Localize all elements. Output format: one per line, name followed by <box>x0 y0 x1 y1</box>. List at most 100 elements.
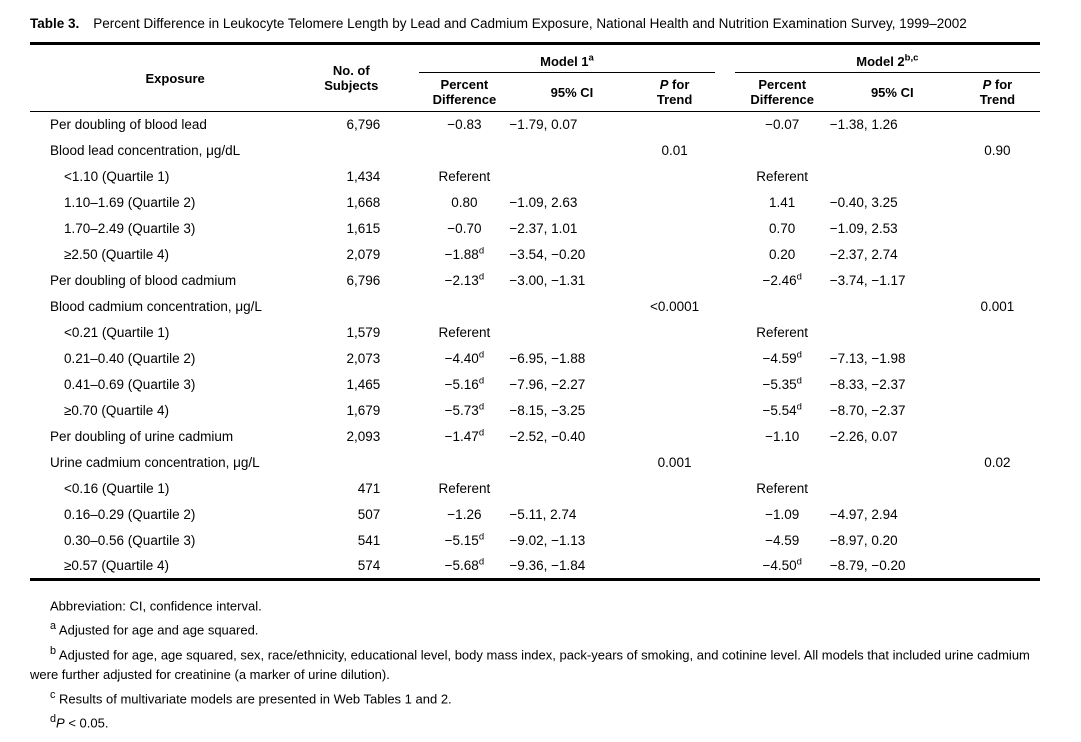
footnote-text: Adjusted for age and age squared. <box>56 622 259 638</box>
m2-p-trend-cell <box>955 242 1040 268</box>
m2-percent-value: Referent <box>756 169 809 184</box>
subjects-cell: 2,073 <box>346 351 381 366</box>
exposure-cell: <0.16 (Quartile 1) <box>64 481 170 496</box>
footnote: a Adjusted for age and age squared. <box>30 616 1050 640</box>
m1-significance-sup: d <box>478 427 485 439</box>
m2-percent-value: 0.20 <box>769 247 796 262</box>
m1-percent-cell: −5.68d <box>419 554 509 580</box>
subjects-cell <box>320 294 382 320</box>
exposure-cell: Blood lead concentration, μg/dL <box>50 143 241 158</box>
subjects-cell: 574 <box>357 558 381 574</box>
table-row: Per doubling of blood lead 6,796 −0.83 −… <box>30 112 1040 138</box>
m2-percent-value: Referent <box>756 481 809 496</box>
subjects-cell: 1,679 <box>346 403 381 418</box>
m1-percent-value: Referent <box>438 169 491 184</box>
m1-ci-cell: −3.54, −0.20 <box>509 247 586 262</box>
m1-ci-cell: −5.11, 2.74 <box>509 507 577 522</box>
m2-percent-value: −1.10 <box>765 429 800 444</box>
m2-ci-cell: −3.74, −1.17 <box>829 273 906 288</box>
m1-ci-cell <box>509 320 634 346</box>
header-subjects: No. of Subjects <box>320 43 383 112</box>
m2-ci-cell: −2.37, 2.74 <box>829 247 898 262</box>
m2-ci-cell: −1.38, 1.26 <box>829 117 898 133</box>
m2-p-trend-cell <box>955 112 1040 138</box>
subjects-cell: 1,465 <box>346 377 381 392</box>
m1-p-trend-cell <box>635 372 715 398</box>
m1-p-trend-cell <box>635 268 715 294</box>
m2-p-trend-cell <box>955 346 1040 372</box>
m2-p-trend-cell <box>955 398 1040 424</box>
table-title: Table 3. Percent Difference in Leukocyte … <box>30 12 1042 35</box>
m1-ci-cell: −2.37, 1.01 <box>509 221 578 236</box>
exposure-cell: 1.70–2.49 (Quartile 3) <box>64 221 196 236</box>
header-model1-label: Model 1 <box>540 54 589 69</box>
header-row-groups: Exposure No. of Subjects Model 1a Model … <box>30 43 1040 112</box>
m1-percent-cell: −0.83 <box>419 112 509 138</box>
m2-p-trend-cell <box>955 554 1040 580</box>
spacer-cell <box>382 554 419 580</box>
m2-p-trend-cell: 0.90 <box>984 143 1011 158</box>
m2-ci-cell: −8.79, −0.20 <box>829 558 906 574</box>
footnote: dP < 0.05. <box>30 709 1050 733</box>
exposure-cell: Per doubling of blood lead <box>50 117 207 133</box>
spacer-cell <box>382 398 419 424</box>
m1-percent-cell: −0.70 <box>419 216 509 242</box>
m1-ci-cell: −6.95, −1.88 <box>509 351 586 366</box>
m1-percent-value: −5.73 <box>444 403 479 418</box>
table-row: 0.30–0.56 (Quartile 3) 541 −5.15d −9.02,… <box>30 528 1040 554</box>
spacer-cell <box>715 320 735 346</box>
m1-p-trend-cell <box>635 320 715 346</box>
footnote-marker: a <box>50 620 57 633</box>
footnote-marker: b <box>50 644 57 657</box>
m1-significance-sup: d <box>478 245 485 257</box>
header-m1-ci: 95% CI <box>509 72 635 112</box>
spacer-cell <box>715 554 735 580</box>
m2-significance-sup: d <box>796 556 802 568</box>
m2-percent-cell: −1.09 <box>735 502 830 528</box>
exposure-cell: ≥2.50 (Quartile 4) <box>64 247 169 262</box>
m2-percent-cell: Referent <box>735 476 830 502</box>
spacer-cell <box>382 112 419 138</box>
m2-ci-cell <box>830 164 955 190</box>
footnote-text: Adjusted for age, age squared, sex, race… <box>30 646 1030 682</box>
m1-percent-cell: −1.88d <box>419 242 509 268</box>
data-table: Exposure No. of Subjects Model 1a Model … <box>30 42 1040 581</box>
table-header: Exposure No. of Subjects Model 1a Model … <box>30 43 1040 112</box>
spacer-cell <box>715 502 735 528</box>
m1-p-trend-cell: 0.001 <box>657 455 692 470</box>
m2-significance-sup: d <box>796 271 802 283</box>
m2-percent-cell: 0.70 <box>735 216 830 242</box>
m1-percent-value: −1.47 <box>444 429 479 444</box>
footnote-marker: c <box>50 688 56 701</box>
m2-percent-value: −0.07 <box>765 117 800 133</box>
spacer-cell <box>382 320 419 346</box>
header-m2-ci: 95% CI <box>829 72 955 112</box>
m1-ci-cell: −7.96, −2.27 <box>509 377 586 392</box>
spacer-cell <box>715 268 735 294</box>
exposure-cell: 0.16–0.29 (Quartile 2) <box>64 507 196 522</box>
m1-percent-value: Referent <box>438 481 491 496</box>
m2-ci-cell: −0.40, 3.25 <box>829 195 898 210</box>
m2-p-trend-cell <box>955 320 1040 346</box>
spacer-cell <box>382 242 419 268</box>
spacer-cell <box>715 476 735 502</box>
table-row: Per doubling of urine cadmium 2,093 −1.4… <box>30 424 1040 450</box>
subjects-cell: 1,668 <box>346 195 381 210</box>
header-m2-percent-difference: Percent Difference <box>734 72 830 112</box>
m2-ci-cell <box>830 138 955 164</box>
footnote-body: Adjusted for age and age squared. <box>56 622 259 638</box>
m1-percent-value: −5.15 <box>444 533 479 548</box>
m1-ci-cell: −9.02, −1.13 <box>509 533 586 548</box>
m2-p-trend-cell <box>955 190 1040 216</box>
footnote: b Adjusted for age, age squared, sex, ra… <box>30 641 1050 685</box>
footnote-italic: P <box>56 715 65 731</box>
footnote-body: P < 0.05. <box>56 716 108 731</box>
subjects-cell: 1,579 <box>346 325 381 340</box>
header-model1: Model 1a <box>419 43 715 73</box>
m2-percent-cell: −5.54d <box>735 398 830 424</box>
spacer-cell <box>382 164 419 190</box>
table-row: <0.21 (Quartile 1) 1,579 Referent Refere… <box>30 320 1040 346</box>
m2-percent-cell <box>735 294 830 320</box>
m2-percent-cell <box>735 138 830 164</box>
m1-p-trend-cell <box>635 424 715 450</box>
